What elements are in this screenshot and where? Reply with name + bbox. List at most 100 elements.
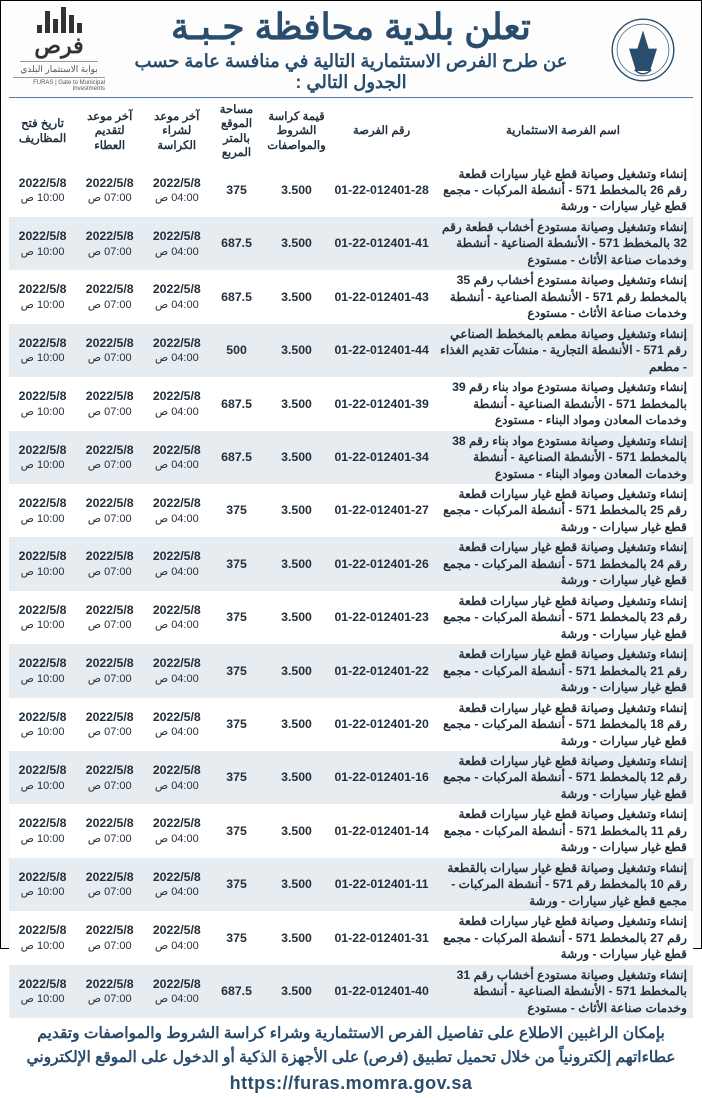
table-header-row: اسم الفرصة الاستثمارية رقم الفرصة قيمة ك… <box>9 100 693 164</box>
cell-date-open: 2022/5/810:00 ص <box>9 751 76 804</box>
cell-code: 01-22-012401-44 <box>330 324 433 377</box>
cell-date-bid: 2022/5/807:00 ص <box>76 324 143 377</box>
th-d1: آخر موعد لشراء الكراسة <box>143 100 210 164</box>
cell-desc: إنشاء وتشغيل وصيانة قطع غيار سيارات قطعة… <box>433 164 693 217</box>
table-row: إنشاء وتشغيل وصيانة مستودع أخشاب رقم 35 … <box>9 270 693 323</box>
cell-date-bid: 2022/5/807:00 ص <box>76 217 143 270</box>
cell-date-bid: 2022/5/807:00 ص <box>76 644 143 697</box>
cell-date-buy: 2022/5/804:00 ص <box>143 270 210 323</box>
title-main: تعلن بلدية محافظة جـبـة <box>111 7 591 47</box>
cell-date-buy: 2022/5/804:00 ص <box>143 804 210 857</box>
cell-date-buy: 2022/5/804:00 ص <box>143 537 210 590</box>
footer: بإمكان الراغبين الاطلاع على تفاصيل الفرص… <box>9 1022 693 1098</box>
cell-date-buy: 2022/5/804:00 ص <box>143 164 210 217</box>
cell-area: 375 <box>210 751 262 804</box>
cell-code: 01-22-012401-22 <box>330 644 433 697</box>
table-row: إنشاء وتشغيل وصيانة مطعم بالمخطط الصناعي… <box>9 324 693 377</box>
cell-code: 01-22-012401-16 <box>330 751 433 804</box>
cell-date-open: 2022/5/810:00 ص <box>9 484 76 537</box>
cell-price: 3.500 <box>263 431 331 484</box>
cell-price: 3.500 <box>263 324 331 377</box>
cell-area: 375 <box>210 858 262 911</box>
cell-date-bid: 2022/5/807:00 ص <box>76 164 143 217</box>
cell-date-open: 2022/5/810:00 ص <box>9 431 76 484</box>
table-row: إنشاء وتشغيل وصيانة قطع غيار سيارات قطعة… <box>9 804 693 857</box>
cell-date-buy: 2022/5/804:00 ص <box>143 324 210 377</box>
table-row: إنشاء وتشغيل وصيانة قطع غيار سيارات قطعة… <box>9 537 693 590</box>
cell-date-open: 2022/5/810:00 ص <box>9 377 76 430</box>
cell-date-bid: 2022/5/807:00 ص <box>76 858 143 911</box>
cell-code: 01-22-012401-40 <box>330 965 433 1018</box>
cell-area: 375 <box>210 698 262 751</box>
cell-desc: إنشاء وتشغيل وصيانة قطع غيار سيارات قطعة… <box>433 751 693 804</box>
furas-logo-bars <box>37 7 82 33</box>
table-row: إنشاء وتشغيل وصيانة قطع غيار سيارات قطعة… <box>9 484 693 537</box>
cell-date-open: 2022/5/810:00 ص <box>9 911 76 964</box>
table-row: إنشاء وتشغيل وصيانة قطع غيار سيارات قطعة… <box>9 164 693 217</box>
table-row: إنشاء وتشغيل وصيانة قطع غيار سيارات قطعة… <box>9 591 693 644</box>
cell-price: 3.500 <box>263 164 331 217</box>
cell-price: 3.500 <box>263 484 331 537</box>
cell-date-bid: 2022/5/807:00 ص <box>76 537 143 590</box>
cell-code: 01-22-012401-41 <box>330 217 433 270</box>
furas-logo-word: فرص <box>34 33 83 59</box>
cell-desc: إنشاء وتشغيل وصيانة مستودع مواد بناء رقم… <box>433 431 693 484</box>
footer-line1: بإمكان الراغبين الاطلاع على تفاصيل الفرص… <box>13 1022 689 1046</box>
cell-date-bid: 2022/5/807:00 ص <box>76 270 143 323</box>
cell-date-open: 2022/5/810:00 ص <box>9 644 76 697</box>
cell-desc: إنشاء وتشغيل وصيانة قطع غيار سيارات قطعة… <box>433 698 693 751</box>
title-sub: عن طرح الفرص الاستثمارية التالية في مناف… <box>111 51 591 93</box>
th-area: مساحة الموقع بالمتر المربع <box>210 100 262 164</box>
header: تعلن بلدية محافظة جـبـة عن طرح الفرص الا… <box>9 7 693 93</box>
cell-desc: إنشاء وتشغيل وصيانة مستودع أخشاب رقم 35 … <box>433 270 693 323</box>
cell-price: 3.500 <box>263 537 331 590</box>
cell-code: 01-22-012401-27 <box>330 484 433 537</box>
cell-date-bid: 2022/5/807:00 ص <box>76 484 143 537</box>
cell-date-open: 2022/5/810:00 ص <box>9 965 76 1018</box>
cell-code: 01-22-012401-34 <box>330 431 433 484</box>
cell-code: 01-22-012401-20 <box>330 698 433 751</box>
cell-date-bid: 2022/5/807:00 ص <box>76 965 143 1018</box>
cell-code: 01-22-012401-14 <box>330 804 433 857</box>
furas-logo-sub2: FURAS | Gate to Municipal Investments <box>13 77 105 92</box>
cell-area: 687.5 <box>210 217 262 270</box>
cell-date-open: 2022/5/810:00 ص <box>9 698 76 751</box>
cell-code: 01-22-012401-23 <box>330 591 433 644</box>
cell-date-bid: 2022/5/807:00 ص <box>76 377 143 430</box>
cell-date-bid: 2022/5/807:00 ص <box>76 591 143 644</box>
cell-desc: إنشاء وتشغيل وصيانة قطع غيار سيارات قطعة… <box>433 537 693 590</box>
cell-code: 01-22-012401-43 <box>330 270 433 323</box>
th-d2: آخر موعد لتقديم العطاء <box>76 100 143 164</box>
footer-line2: عطاءاتهم إلكترونياً من خلال تحميل تطبيق … <box>13 1046 689 1070</box>
cell-desc: إنشاء وتشغيل وصيانة قطع غيار سيارات بالق… <box>433 858 693 911</box>
cell-date-open: 2022/5/810:00 ص <box>9 858 76 911</box>
table-row: إنشاء وتشغيل وصيانة قطع غيار سيارات قطعة… <box>9 751 693 804</box>
cell-desc: إنشاء وتشغيل وصيانة مستودع أخشاب رقم 31 … <box>433 965 693 1018</box>
table-row: إنشاء وتشغيل وصيانة قطع غيار سيارات قطعة… <box>9 911 693 964</box>
cell-area: 375 <box>210 484 262 537</box>
cell-date-bid: 2022/5/807:00 ص <box>76 804 143 857</box>
footer-url: https://furas.momra.gov.sa <box>13 1070 689 1098</box>
cell-date-open: 2022/5/810:00 ص <box>9 217 76 270</box>
cell-code: 01-22-012401-28 <box>330 164 433 217</box>
cell-date-bid: 2022/5/807:00 ص <box>76 911 143 964</box>
cell-area: 375 <box>210 537 262 590</box>
cell-date-open: 2022/5/810:00 ص <box>9 324 76 377</box>
cell-date-buy: 2022/5/804:00 ص <box>143 698 210 751</box>
cell-date-buy: 2022/5/804:00 ص <box>143 751 210 804</box>
cell-date-open: 2022/5/810:00 ص <box>9 164 76 217</box>
cell-date-bid: 2022/5/807:00 ص <box>76 698 143 751</box>
cell-code: 01-22-012401-26 <box>330 537 433 590</box>
cell-date-buy: 2022/5/804:00 ص <box>143 911 210 964</box>
cell-price: 3.500 <box>263 858 331 911</box>
title-block: تعلن بلدية محافظة جـبـة عن طرح الفرص الا… <box>111 7 591 93</box>
cell-area: 375 <box>210 644 262 697</box>
cell-desc: إنشاء وتشغيل وصيانة قطع غيار سيارات قطعة… <box>433 591 693 644</box>
cell-date-buy: 2022/5/804:00 ص <box>143 858 210 911</box>
th-desc: اسم الفرصة الاستثمارية <box>433 100 693 164</box>
cell-area: 500 <box>210 324 262 377</box>
cell-price: 3.500 <box>263 377 331 430</box>
cell-price: 3.500 <box>263 698 331 751</box>
cell-code: 01-22-012401-31 <box>330 911 433 964</box>
cell-desc: إنشاء وتشغيل وصيانة مطعم بالمخطط الصناعي… <box>433 324 693 377</box>
